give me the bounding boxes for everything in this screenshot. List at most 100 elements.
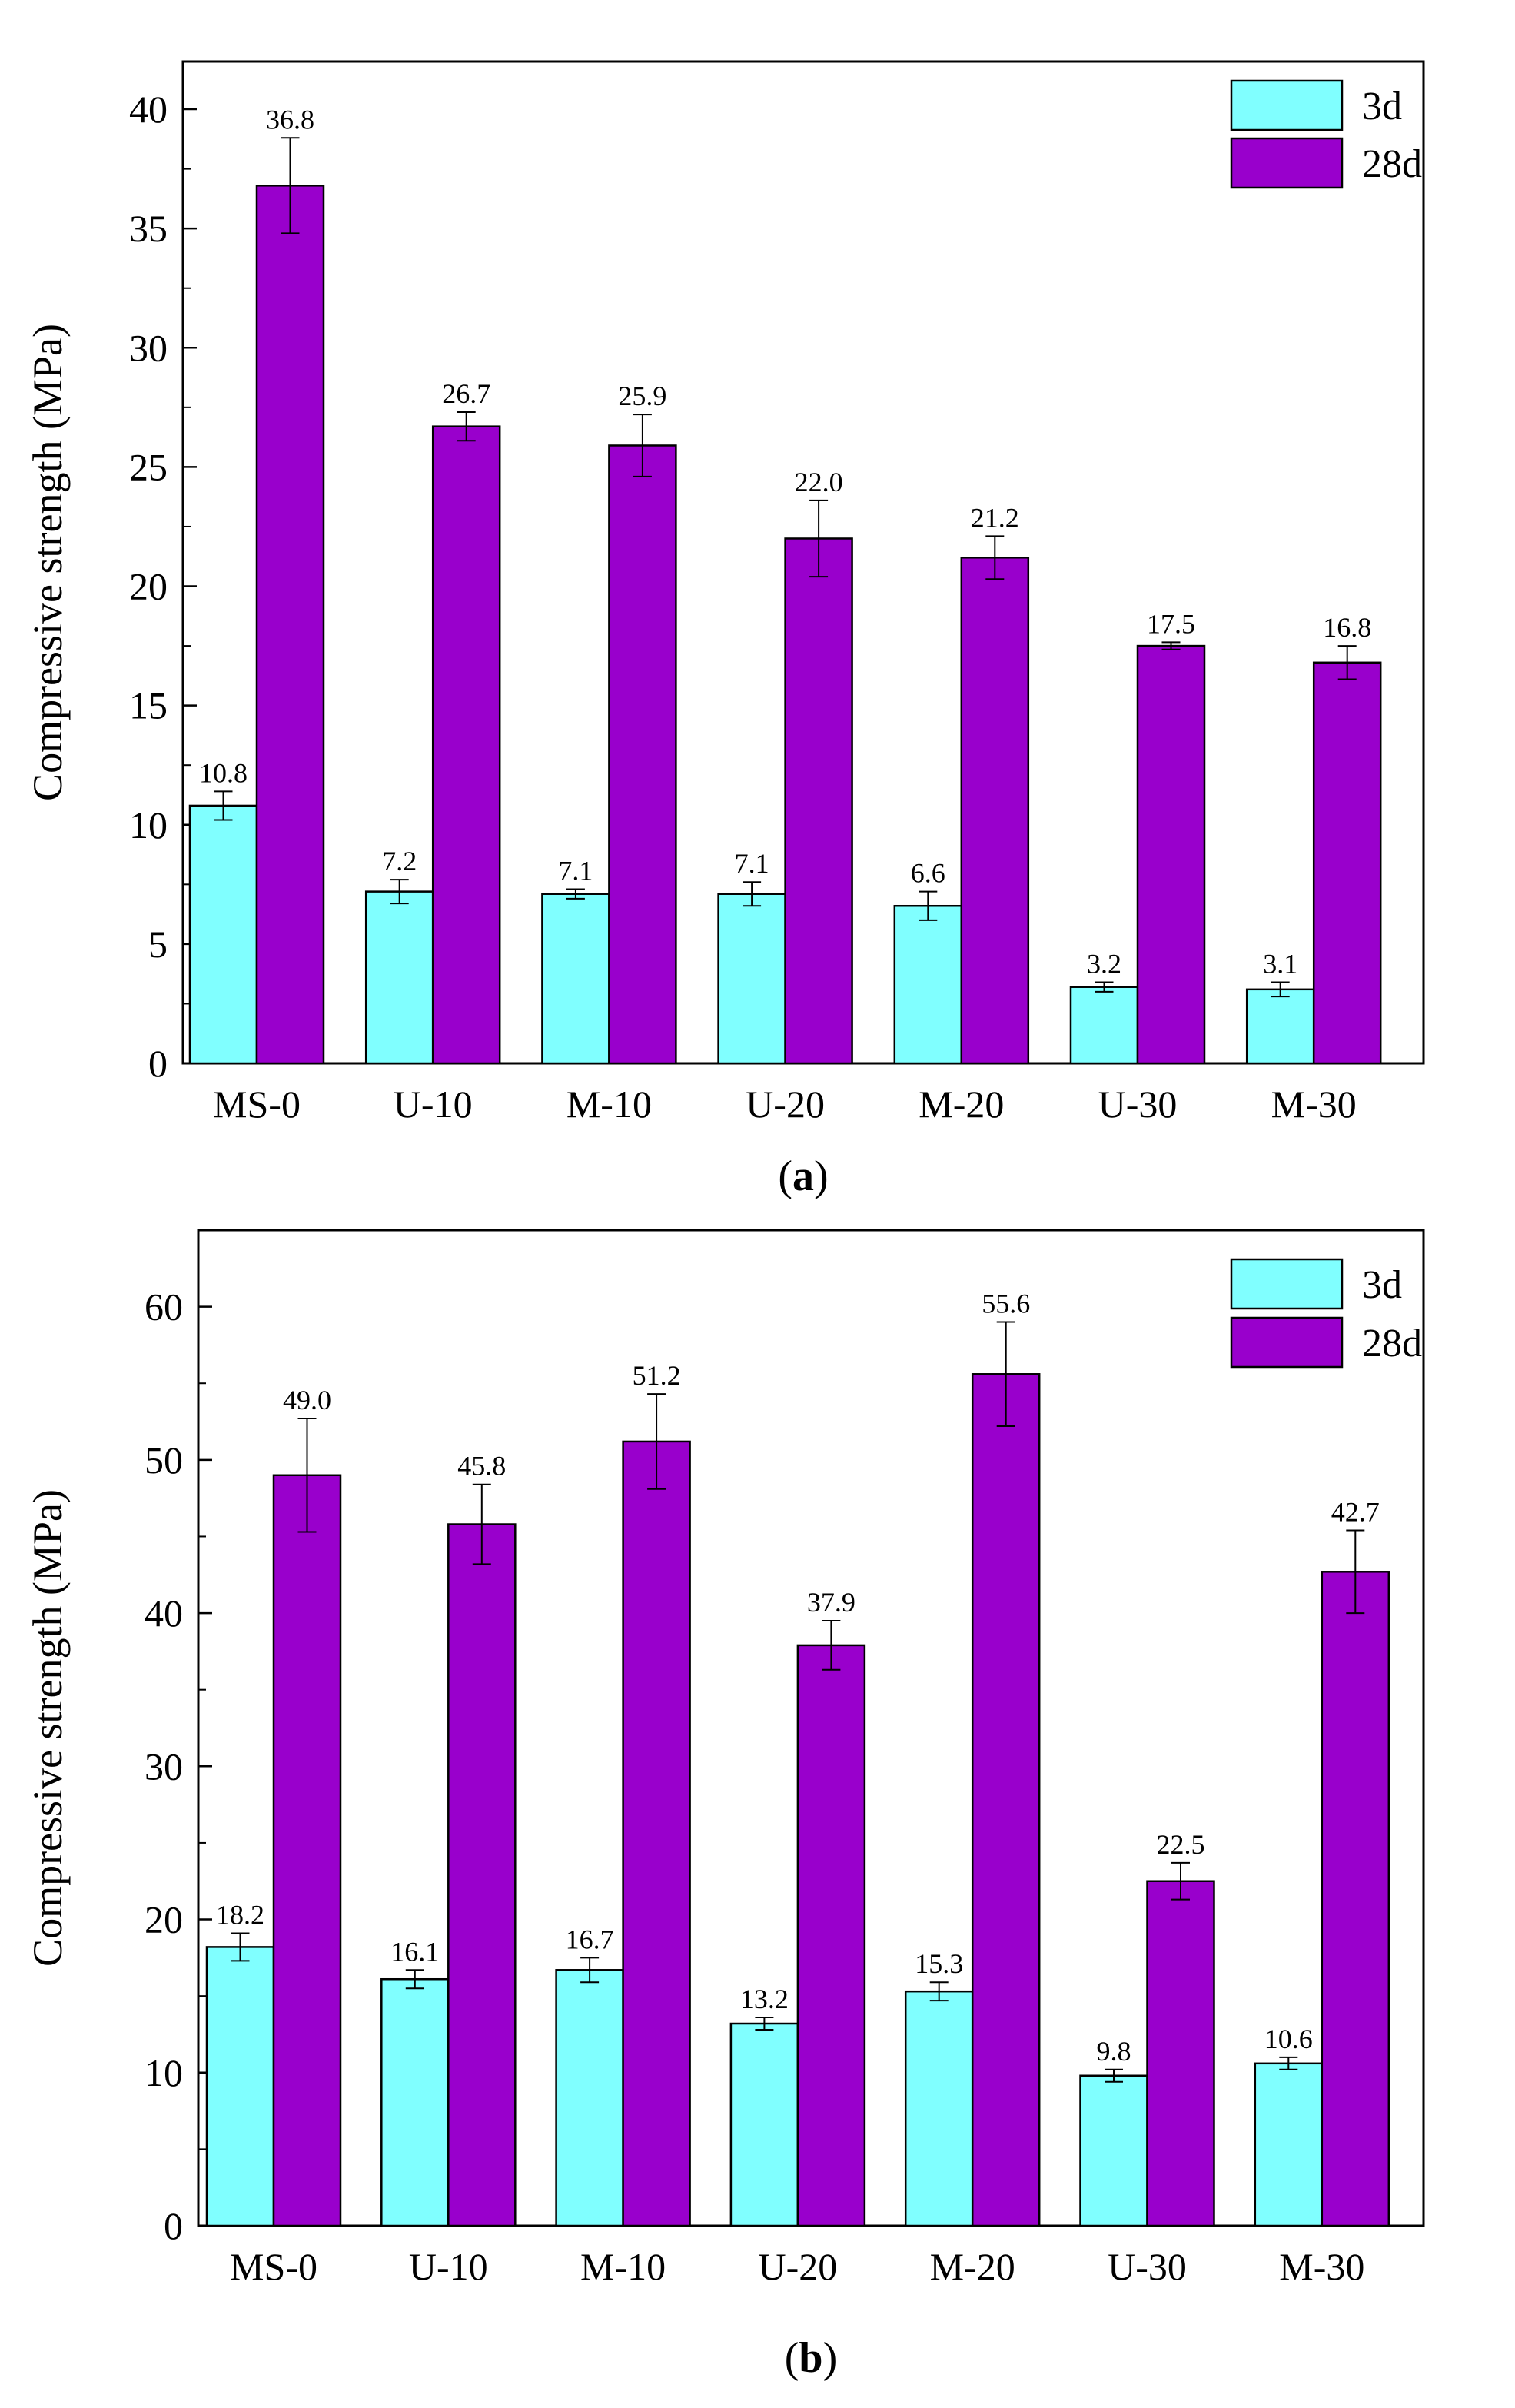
y-tick-label: 10 bbox=[145, 2051, 183, 2094]
bar-3d bbox=[1069, 986, 1139, 1065]
x-tick-label: U-10 bbox=[409, 2245, 488, 2288]
bar-3d bbox=[1245, 988, 1315, 1065]
panel-label-open: ( bbox=[778, 1152, 792, 1200]
bar-3d bbox=[541, 893, 610, 1065]
x-tick-label: M-10 bbox=[566, 1083, 652, 1126]
x-tick-label: U-10 bbox=[394, 1083, 473, 1126]
y-tick-label: 40 bbox=[129, 88, 168, 131]
data-label: 17.5 bbox=[1147, 608, 1195, 639]
x-tick-label: M-30 bbox=[1279, 2245, 1364, 2288]
y-axis-title: Compressive strength (MPa) bbox=[25, 1489, 71, 1967]
data-label: 45.8 bbox=[457, 1451, 506, 1482]
data-label: 51.2 bbox=[633, 1360, 681, 1391]
legend-label-3d: 3d bbox=[1362, 85, 1402, 128]
bar-3d bbox=[555, 1969, 624, 2227]
bar-28d bbox=[1321, 1571, 1390, 2227]
bar-28d bbox=[1136, 644, 1206, 1065]
legend-swatch-3d bbox=[1230, 79, 1344, 131]
data-label: 16.8 bbox=[1323, 612, 1371, 643]
y-tick-label: 30 bbox=[145, 1744, 183, 1788]
x-tick-label: M-20 bbox=[930, 2245, 1015, 2288]
bar-3d bbox=[717, 893, 786, 1065]
legend-swatch-3d bbox=[1230, 1258, 1344, 1310]
bar-28d bbox=[431, 425, 501, 1065]
data-label: 3.1 bbox=[1263, 949, 1297, 979]
y-tick-label: 0 bbox=[148, 1042, 168, 1085]
bar-28d bbox=[1312, 661, 1382, 1065]
y-tick-label: 60 bbox=[145, 1285, 183, 1329]
panel-b: 0 10 20 30 40 50 60 Compressive strength (MPa) M… bbox=[25, 1229, 1425, 2382]
data-label: 55.6 bbox=[982, 1289, 1030, 1319]
data-label: 49.0 bbox=[283, 1385, 331, 1415]
data-label: 13.2 bbox=[740, 1984, 789, 2014]
bar-3d bbox=[188, 804, 258, 1065]
bar-28d bbox=[960, 557, 1030, 1065]
bar-28d bbox=[971, 1373, 1041, 2227]
x-tick-label: M-20 bbox=[919, 1083, 1004, 1126]
y-tick-label: 5 bbox=[148, 923, 168, 966]
y-tick-label: 15 bbox=[129, 684, 168, 727]
panel-label: (a) bbox=[778, 1152, 828, 1200]
y-tick-label: 25 bbox=[129, 445, 168, 488]
x-tick-label: M-30 bbox=[1271, 1083, 1357, 1126]
y-axis-title: Compressive strength (MPa) bbox=[25, 324, 71, 801]
bar-28d bbox=[447, 1523, 517, 2227]
data-label: 21.2 bbox=[971, 502, 1019, 533]
bar-3d bbox=[364, 890, 434, 1065]
x-tick-label: MS-0 bbox=[213, 1083, 301, 1126]
y-tick-label: 30 bbox=[129, 326, 168, 369]
bar-28d bbox=[272, 1474, 342, 2227]
panel-label: (b) bbox=[785, 2334, 837, 2382]
data-label: 7.1 bbox=[735, 848, 769, 879]
y-tick-label: 40 bbox=[145, 1591, 183, 1635]
panel-label-letter: b bbox=[799, 2334, 822, 2382]
y-tick-label: 50 bbox=[145, 1438, 183, 1482]
bar-3d bbox=[904, 1990, 974, 2227]
x-tick-label: U-20 bbox=[746, 1083, 825, 1126]
x-tick-label: U-20 bbox=[759, 2245, 838, 2288]
data-label: 16.7 bbox=[566, 1924, 614, 1954]
data-label: 3.2 bbox=[1087, 949, 1121, 979]
data-label: 10.6 bbox=[1264, 2024, 1313, 2054]
bar-28d bbox=[255, 185, 325, 1065]
data-label: 7.2 bbox=[382, 846, 417, 876]
bar-3d bbox=[893, 904, 963, 1065]
bar-28d bbox=[796, 1644, 866, 2227]
y-tick-label: 0 bbox=[164, 2204, 183, 2247]
panel-label-open: ( bbox=[785, 2334, 799, 2382]
legend-label-28d: 28d bbox=[1362, 142, 1422, 186]
y-tick-label: 20 bbox=[129, 565, 168, 608]
legend-swatch-28d bbox=[1230, 137, 1344, 189]
data-label: 37.9 bbox=[807, 1587, 856, 1618]
bar-28d bbox=[784, 537, 853, 1065]
data-label: 9.8 bbox=[1097, 2036, 1131, 2067]
data-label: 36.8 bbox=[266, 104, 314, 135]
bar-3d bbox=[1079, 2074, 1148, 2227]
legend-label-28d: 28d bbox=[1362, 1322, 1422, 1365]
data-label: 18.2 bbox=[216, 1899, 264, 1930]
x-tick-label: U-30 bbox=[1108, 2245, 1187, 2288]
data-label: 22.5 bbox=[1157, 1829, 1205, 1860]
data-label: 22.0 bbox=[795, 467, 843, 497]
y-tick-label: 35 bbox=[129, 207, 168, 250]
data-label: 42.7 bbox=[1331, 1496, 1380, 1527]
panel-label-close: ) bbox=[814, 1152, 829, 1200]
bar-28d bbox=[1146, 1880, 1215, 2227]
bar-28d bbox=[608, 444, 677, 1065]
data-label: 6.6 bbox=[911, 858, 945, 889]
data-label: 10.8 bbox=[199, 757, 248, 788]
bar-3d bbox=[1254, 2062, 1324, 2227]
panel-label-letter: a bbox=[792, 1152, 814, 1200]
data-label: 7.1 bbox=[558, 856, 593, 886]
data-label: 15.3 bbox=[915, 1948, 963, 1979]
panel-label-close: ) bbox=[823, 2334, 838, 2382]
bar-3d bbox=[205, 1946, 275, 2227]
panel-a: 0 5 10 15 20 25 30 35 40 Compressive strength (MP… bbox=[25, 60, 1425, 1200]
data-label: 25.9 bbox=[618, 381, 666, 411]
y-tick-label: 20 bbox=[145, 1898, 183, 1941]
x-tick-label: U-30 bbox=[1098, 1083, 1178, 1126]
bar-3d bbox=[729, 2022, 799, 2227]
x-tick-label: M-10 bbox=[580, 2245, 666, 2288]
bar-3d bbox=[380, 1977, 450, 2227]
